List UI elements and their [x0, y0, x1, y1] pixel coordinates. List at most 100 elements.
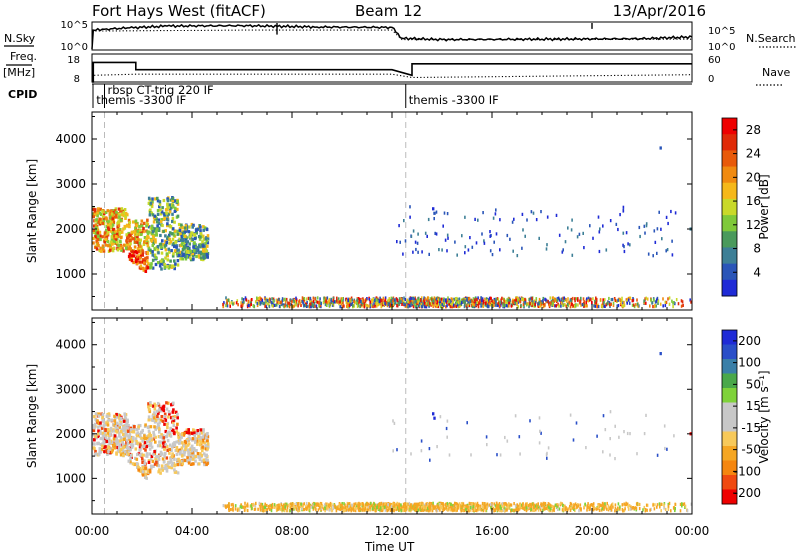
echo-cell: [570, 506, 573, 510]
echo-cell: [420, 296, 423, 300]
echo-cell: [130, 429, 133, 434]
echo-cell: [191, 437, 195, 441]
echo-cell: [329, 303, 331, 307]
echo-cell: [309, 299, 312, 303]
echo-cell: [323, 503, 326, 507]
echo-cell: [505, 502, 507, 506]
echo-cell: [176, 416, 179, 420]
echo-cell: [628, 504, 631, 508]
echo-cell: [599, 227, 601, 231]
echo-cell: [535, 297, 538, 301]
echo-cell: [502, 301, 504, 306]
echo-cell: [181, 248, 185, 252]
echo-cell: [134, 456, 137, 460]
echo-cell: [398, 508, 401, 512]
echo-cell: [191, 251, 195, 256]
echo-cell: [540, 504, 543, 508]
echo-cell: [181, 441, 184, 445]
echo-cell: [164, 429, 168, 434]
echo-cell: [152, 413, 155, 417]
echo-cell: [166, 254, 169, 258]
echo-cell: [535, 508, 537, 512]
echo-cell: [161, 457, 165, 461]
echo-cell: [110, 235, 114, 239]
echo-cell: [575, 297, 577, 301]
echo-cell: [172, 418, 175, 423]
echo-cell: [475, 509, 478, 513]
echo-cell: [196, 452, 200, 456]
echo-cell: [616, 304, 618, 308]
echo-cell: [181, 257, 184, 261]
echo-cell: [122, 227, 125, 231]
echo-cell: [565, 506, 567, 510]
echo-cell: [415, 304, 418, 308]
echo-cell: [170, 466, 174, 470]
echo-cell: [670, 509, 672, 513]
echo-cell: [345, 299, 348, 303]
echo-cell: [610, 298, 613, 302]
echo-cell: [455, 505, 458, 509]
echo-cell: [122, 453, 125, 457]
echo-cell: [95, 229, 98, 233]
echo-cell: [540, 502, 542, 506]
echo-cell: [241, 297, 243, 301]
echo-cell: [170, 403, 173, 407]
echo-cell: [203, 441, 206, 445]
echo-cell: [597, 505, 600, 509]
echo-cell: [614, 298, 617, 303]
echo-cell: [169, 457, 173, 461]
echo-cell: [652, 254, 654, 258]
echo-cell: [404, 303, 406, 307]
echo-cell: [576, 505, 579, 509]
echo-cell: [185, 252, 188, 256]
echo-cell: [430, 502, 433, 506]
echo-cell: [163, 213, 166, 217]
echo-cell: [621, 503, 624, 507]
echo-cell: [645, 222, 648, 226]
echo-cell: [341, 305, 344, 309]
echo-cell: [635, 502, 638, 506]
echo-cell: [272, 297, 275, 301]
echo-cell: [185, 255, 189, 259]
echo-cell: [206, 234, 210, 238]
echo-cell: [259, 301, 262, 305]
echo-cell: [113, 419, 117, 423]
echo-cell: [106, 239, 110, 243]
echo-cell: [463, 303, 466, 307]
echo-cell: [158, 264, 162, 268]
echo-cell: [127, 218, 131, 222]
echo-cell: [294, 506, 296, 510]
echo-cell: [109, 219, 112, 223]
echo-cell: [436, 508, 439, 512]
echo-cell: [586, 304, 588, 308]
echo-cell: [147, 262, 150, 266]
echo-cell: [428, 301, 431, 305]
echo-cell: [168, 208, 172, 212]
echo-cell: [158, 203, 162, 207]
echo-cell: [123, 428, 127, 432]
echo-cell: [109, 222, 112, 226]
echo-cell: [444, 503, 447, 507]
echo-cell: [309, 302, 311, 306]
echo-cell: [202, 225, 205, 229]
echo-cell: [95, 218, 98, 222]
echo-cell: [119, 436, 123, 440]
echo-cell: [514, 508, 516, 512]
echo-cell: [94, 434, 97, 438]
echo-cell: [363, 505, 366, 509]
echo-cell: [98, 222, 102, 226]
echo-cell: [624, 507, 626, 511]
echo-cell: [129, 457, 132, 461]
echo-cell: [646, 297, 649, 301]
echo-cell: [631, 303, 634, 307]
echo-cell: [251, 506, 253, 511]
echo-cell: [177, 435, 180, 439]
echo-cell: [294, 303, 297, 307]
echo-cell: [439, 298, 441, 302]
echo-cell: [552, 296, 554, 300]
echo-cell: [150, 224, 154, 228]
echo-cell: [575, 303, 577, 307]
echo-cell: [156, 414, 159, 418]
echo-cell: [190, 222, 194, 227]
